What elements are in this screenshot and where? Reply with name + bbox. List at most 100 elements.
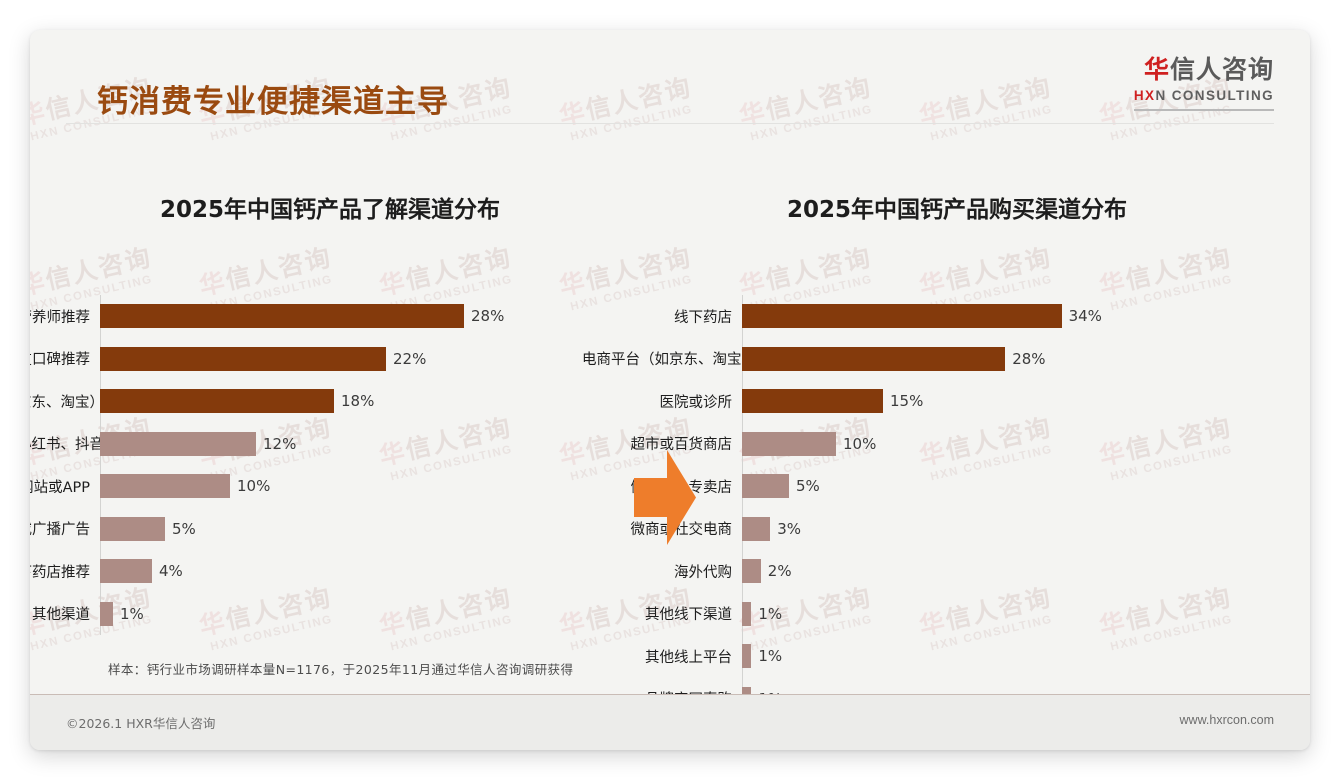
bar-category-label: 线下药店推荐 xyxy=(30,564,90,581)
bar-row: 其他线上平台 1% xyxy=(645,635,1262,678)
bar-category-label: 电视或广播广告 xyxy=(30,522,90,539)
bar-category-label: 超市或百货商店 xyxy=(630,437,733,454)
bar xyxy=(742,601,752,626)
bar-value-label: 15% xyxy=(890,392,924,411)
bar-container: 28% xyxy=(742,346,1262,371)
bar-category-label: 医生或营养师推荐 xyxy=(30,309,90,326)
bar xyxy=(100,389,334,414)
logo-english-text: HXN CONSULTING xyxy=(1134,89,1274,103)
bar-value-label: 34% xyxy=(1068,307,1102,326)
bar-row: 海外代购 2% xyxy=(674,550,1262,593)
bar-container: 28% xyxy=(100,304,660,329)
bar-value-label: 2% xyxy=(767,562,792,581)
bar xyxy=(742,431,836,456)
bar xyxy=(100,601,113,626)
bar-value-label: 10% xyxy=(237,477,271,496)
chart-title-left: 2025年中国钙产品了解渠道分布 xyxy=(160,197,501,223)
charts-area: 2025年中国钙产品了解渠道分布 医生或营养师推荐 28% 亲友口碑推荐 22% 电商平… xyxy=(30,135,1310,720)
bar-value-label: 3% xyxy=(777,519,801,538)
bar-container: 22% xyxy=(100,346,660,371)
slide-header: 钙消费专业便捷渠道主导 华信人咨询 HXN CONSULTING xyxy=(30,30,1310,135)
bar xyxy=(100,559,152,584)
bar-container: 1% xyxy=(742,601,1262,626)
page-title: 钙消费专业便捷渠道主导 xyxy=(97,84,449,120)
bar-category-label: 海外代购 xyxy=(674,564,732,581)
bar-container: 34% xyxy=(742,304,1262,329)
bar-row: 医院或诊所 15% xyxy=(660,380,1262,423)
chart-title-right: 2025年中国钙产品购买渠道分布 xyxy=(787,197,1128,223)
bar-row: 微商或社交电商 3% xyxy=(631,508,1262,551)
bar-value-label: 4% xyxy=(159,562,183,581)
bar xyxy=(100,431,256,456)
bar-row: 其他线下渠道 1% xyxy=(645,593,1262,636)
bar xyxy=(742,644,752,669)
bar-row: 线下药店推荐 4% xyxy=(30,550,660,593)
slide-footer: ©2026.1 HXR华信人咨询 www.hxrcon.com xyxy=(30,695,1310,750)
bar-row: 其他渠道 1% xyxy=(32,593,660,636)
right-chart-axis xyxy=(742,295,743,720)
bar xyxy=(742,516,771,541)
bar-row: 线下药店 34% xyxy=(674,295,1262,338)
bar-category-label: 线下药店 xyxy=(674,309,732,326)
bar-value-label: 5% xyxy=(796,477,820,496)
bar-container: 12% xyxy=(100,431,660,456)
logo-cn-rest: 信人咨询 xyxy=(1169,55,1274,84)
logo-en-accent: HX xyxy=(1133,88,1156,103)
bar-value-label: 1% xyxy=(758,647,783,666)
bar xyxy=(742,346,1006,371)
bar-category-label: 其他渠道 xyxy=(32,607,90,624)
bar-category-label: 亲友口碑推荐 xyxy=(30,352,90,369)
bar xyxy=(742,474,789,499)
bar-category-label: 医院或诊所 xyxy=(659,394,733,411)
slide-card: 华信人咨询 HXN CONSULTING 华信人咨询 HXN CONSULTING 华信… xyxy=(30,30,1310,750)
bar xyxy=(742,389,883,414)
bar-container: 5% xyxy=(100,516,660,541)
bar-row: 电视或广播广告 5% xyxy=(30,508,660,551)
bar-value-label: 5% xyxy=(172,519,196,538)
bar-category-label: 微商或社交电商 xyxy=(630,522,733,539)
bar xyxy=(742,559,761,584)
footer-divider xyxy=(30,694,1310,695)
bar-value-label: 12% xyxy=(263,434,297,453)
bar-container: 15% xyxy=(742,389,1262,414)
bar-chart-left: 医生或营养师推荐 28% 亲友口碑推荐 22% 电商平台（如京东、淘宝） 18% 社交媒体（… xyxy=(30,295,660,636)
bar-chart-right: 线下药店 34% 电商平台（如京东、淘宝） 28% 医院或诊所 15% 超市或百货商店 10%… xyxy=(582,295,1262,720)
bar-container: 2% xyxy=(742,559,1262,584)
bar-row: 健康食品专卖店5% xyxy=(631,465,1262,508)
logo-underline xyxy=(1133,108,1274,111)
bar-value-label: 1% xyxy=(120,604,144,623)
bar-category-label: 电商平台（如京东、淘宝） xyxy=(30,394,104,411)
right-arrow-divider xyxy=(634,450,696,545)
bar-row: 电商平台（如京东、淘宝） 18% xyxy=(30,380,660,423)
bar-category-label: 社交媒体（如小红书、抖音） xyxy=(30,437,119,454)
bar-container: 1% xyxy=(100,601,660,626)
bar-value-label: 10% xyxy=(843,434,877,453)
bar-row: 亲友口碑推荐 22% xyxy=(30,338,660,381)
bar-category-label: 其他线下渠道 xyxy=(645,607,732,624)
bar-container: 1% xyxy=(742,644,1262,669)
bar xyxy=(100,516,165,541)
left-chart-axis xyxy=(100,295,101,635)
bar-container: 3% xyxy=(742,516,1262,541)
bar-container: 10% xyxy=(742,431,1262,456)
header-divider xyxy=(66,123,1274,124)
company-logo: 华信人咨询 HXN CONSULTING xyxy=(1133,57,1274,111)
bar-category-label: 电商平台（如京东、淘宝） xyxy=(582,352,756,369)
bar-value-label: 28% xyxy=(471,307,505,326)
bar-row: 医生或营养师推荐 28% xyxy=(30,295,660,338)
logo-hua-glyph: 华 xyxy=(1143,55,1170,84)
bar-row: 超市或百货商店 10% xyxy=(631,423,1262,466)
copyright-text: ©2026.1 HXR华信人咨询 xyxy=(66,716,216,731)
bar xyxy=(100,474,230,499)
bar-value-label: 28% xyxy=(1012,349,1046,368)
bar-category-label: 其他线上平台 xyxy=(645,649,732,666)
logo-en-rest: N CONSULTING xyxy=(1155,88,1274,103)
website-url[interactable]: www.hxrcon.com xyxy=(1179,713,1274,727)
logo-chinese-text: 华信人咨询 xyxy=(1134,57,1274,82)
source-footnote: 样本：钙行业市场调研样本量N=1176，于2025年11月通过华信人咨询调研获得 xyxy=(108,662,574,677)
bar-category-label: 健康类网站或APP xyxy=(30,479,90,496)
bar-container: 5% xyxy=(742,474,1262,499)
bar-row: 电商平台（如京东、淘宝） 28% xyxy=(582,338,1262,381)
bar-value-label: 22% xyxy=(393,349,427,368)
bar-row: 社交媒体（如小红书、抖音） 12% xyxy=(30,423,660,466)
